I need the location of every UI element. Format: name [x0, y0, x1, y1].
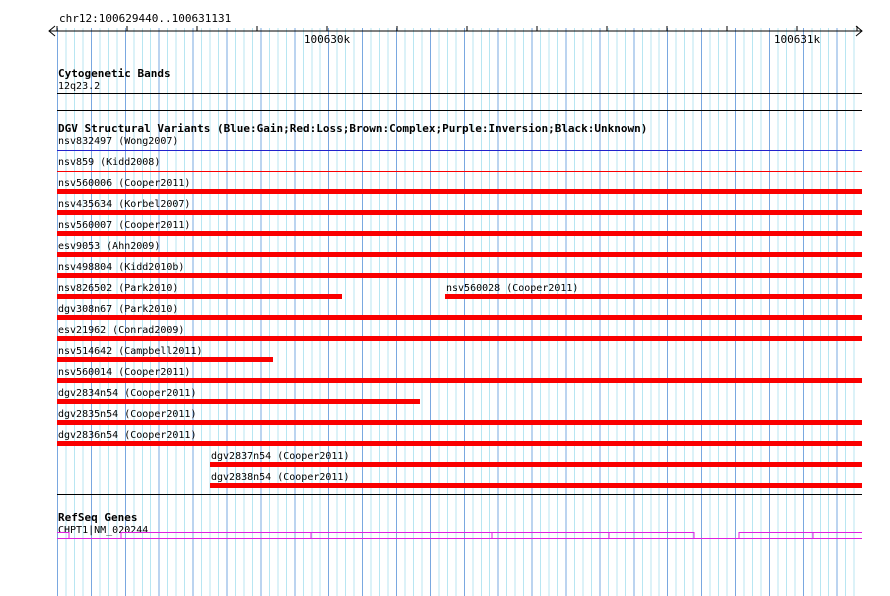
gene-label-chpt1[interactable]: CHPT1|NM_020244 — [58, 525, 149, 536]
feature-bar-nsv560006[interactable] — [57, 189, 862, 194]
feature-bar-esv9053[interactable] — [57, 252, 862, 257]
track-label-dgv2834n54[interactable]: dgv2834n54 (Cooper2011) — [58, 388, 197, 399]
track-label-dgv2838n54[interactable]: dgv2838n54 (Cooper2011) — [211, 472, 350, 483]
ruler-axis — [48, 25, 863, 37]
ruler-background-mask — [0, 0, 890, 28]
feature-bar-nsv560028[interactable] — [445, 294, 862, 299]
feature-bar-dgv2835n54[interactable] — [57, 420, 862, 425]
feature-bar-nsv560014[interactable] — [57, 378, 862, 383]
feature-bar-nsv832497[interactable] — [57, 150, 862, 151]
ruler-tick-label: 100631k — [773, 33, 821, 46]
feature-bar-dgv2838n54[interactable] — [210, 483, 862, 488]
track-label-dgv2836n54[interactable]: dgv2836n54 (Cooper2011) — [58, 430, 197, 441]
feature-bar-dgv308n67[interactable] — [57, 315, 862, 320]
feature-bar-nsv826502[interactable] — [57, 294, 342, 299]
ruler-tick-label: 100630k — [303, 33, 351, 46]
section-title-refseq-genes: RefSeq Genes — [58, 511, 138, 524]
cytoband-baseline — [57, 93, 862, 94]
track-label-nsv560028[interactable]: nsv560028 (Cooper2011) — [446, 283, 579, 294]
feature-bar-nsv498804[interactable] — [57, 273, 862, 278]
feature-bar-nsv560007[interactable] — [57, 231, 862, 236]
track-label-dgv2835n54[interactable]: dgv2835n54 (Cooper2011) — [58, 409, 197, 420]
feature-bar-nsv514642[interactable] — [57, 357, 273, 362]
track-label-nsv435634[interactable]: nsv435634 (Korbel2007) — [58, 199, 191, 210]
track-label-esv21962[interactable]: esv21962 (Conrad2009) — [58, 325, 185, 336]
track-label-dgv2837n54[interactable]: dgv2837n54 (Cooper2011) — [211, 451, 350, 462]
track-label-nsv560014[interactable]: nsv560014 (Cooper2011) — [58, 367, 191, 378]
track-label-esv9053[interactable]: esv9053 (Ahn2009) — [58, 241, 161, 252]
coordinate-ruler[interactable]: chr12:100629440..100631131 — [0, 0, 890, 50]
section-title-cytogenetic-bands: Cytogenetic Bands — [58, 67, 171, 80]
track-label-nsv826502[interactable]: nsv826502 (Park2010) — [58, 283, 179, 294]
track-label-dgv308n67[interactable]: dgv308n67 (Park2010) — [58, 304, 179, 315]
section-title-dgv-structural-variants: DGV Structural Variants (Blue:Gain;Red:L… — [58, 122, 648, 135]
section-divider — [57, 494, 862, 495]
cytoband-label[interactable]: 12q23.2 — [58, 81, 101, 92]
track-label-nsv560006[interactable]: nsv560006 (Cooper2011) — [58, 178, 191, 189]
region-coordinate-label: chr12:100629440..100631131 — [59, 12, 232, 25]
track-label-nsv514642[interactable]: nsv514642 (Campbell2011) — [58, 346, 203, 357]
feature-bar-dgv2837n54[interactable] — [210, 462, 862, 467]
refseq-gene-model[interactable] — [0, 524, 890, 550]
feature-bar-dgv2836n54[interactable] — [57, 441, 862, 446]
feature-bar-nsv435634[interactable] — [57, 210, 862, 215]
feature-bar-nsv859[interactable] — [57, 171, 862, 172]
section-divider — [57, 110, 862, 111]
track-label-nsv560007[interactable]: nsv560007 (Cooper2011) — [58, 220, 191, 231]
track-label-nsv859[interactable]: nsv859 (Kidd2008) — [58, 157, 161, 168]
track-label-nsv498804[interactable]: nsv498804 (Kidd2010b) — [58, 262, 185, 273]
feature-bar-dgv2834n54[interactable] — [57, 399, 420, 404]
track-label-nsv832497[interactable]: nsv832497 (Wong2007) — [58, 136, 179, 147]
feature-bar-esv21962[interactable] — [57, 336, 862, 341]
